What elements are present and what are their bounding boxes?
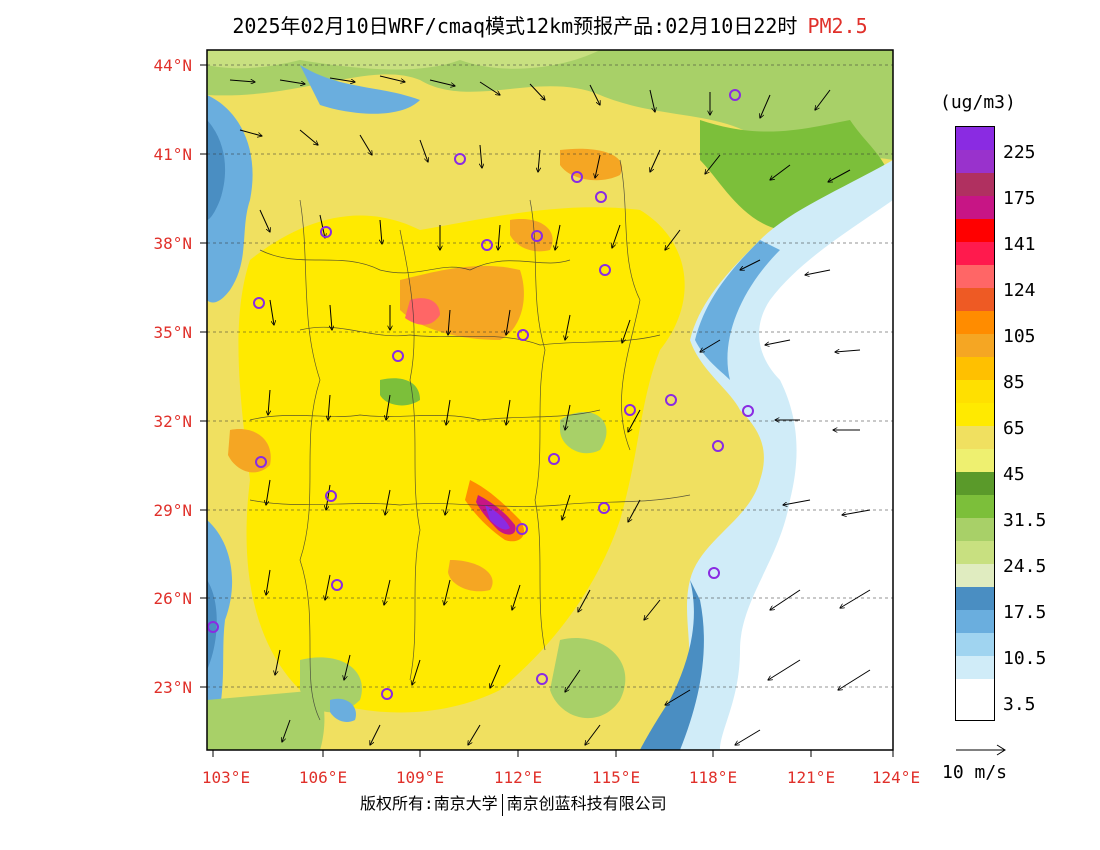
legend-swatch bbox=[956, 334, 994, 357]
legend-swatch bbox=[956, 449, 994, 472]
legend-swatch bbox=[956, 311, 994, 334]
legend-swatch bbox=[956, 288, 994, 311]
legend-swatch bbox=[956, 219, 994, 242]
map-frame bbox=[206, 49, 894, 751]
color-legend bbox=[955, 126, 995, 721]
legend-swatch bbox=[956, 656, 994, 679]
legend-label: 45 bbox=[1003, 464, 1025, 485]
lat-label-32: 32°N bbox=[153, 412, 192, 431]
legend-label: 85 bbox=[1003, 372, 1025, 393]
legend-label: 141 bbox=[1003, 234, 1036, 255]
legend-label: 124 bbox=[1003, 280, 1036, 301]
map-title: 2025年02月10日WRF/cmaq模式12km预报产品:02月10日22时 P… bbox=[0, 10, 1100, 39]
legend-label: 10.5 bbox=[1003, 648, 1047, 669]
legend-swatch bbox=[956, 265, 994, 288]
lat-label-29: 29°N bbox=[153, 501, 192, 520]
lon-label-121: 121°E bbox=[786, 768, 836, 787]
lat-label-44: 44°N bbox=[153, 56, 192, 75]
legend-swatch bbox=[956, 472, 994, 495]
lon-label-103: 103°E bbox=[201, 768, 251, 787]
station-markers bbox=[207, 89, 754, 700]
legend-swatch bbox=[956, 610, 994, 633]
lon-label-106: 106°E bbox=[298, 768, 348, 787]
wind-reference-arrow bbox=[956, 744, 1006, 756]
legend-swatch bbox=[956, 518, 994, 541]
legend-label: 65 bbox=[1003, 418, 1025, 439]
legend-swatch bbox=[956, 426, 994, 449]
legend-swatch bbox=[956, 587, 994, 610]
lat-label-41: 41°N bbox=[153, 145, 192, 164]
legend-swatch bbox=[956, 173, 994, 196]
lon-label-124: 124°E bbox=[871, 768, 921, 787]
legend-swatch bbox=[956, 357, 994, 380]
copyright-footer: 版权所有:南京大学 南京创蓝科技有限公司 bbox=[360, 790, 667, 816]
legend-label: 31.5 bbox=[1003, 510, 1047, 531]
pollutant-label: PM2.5 bbox=[807, 14, 868, 38]
legend-label: 225 bbox=[1003, 142, 1036, 163]
lon-label-115: 115°E bbox=[591, 768, 641, 787]
lon-label-118: 118°E bbox=[688, 768, 738, 787]
legend-swatch bbox=[956, 633, 994, 656]
lon-label-109: 109°E bbox=[395, 768, 445, 787]
legend-label: 105 bbox=[1003, 326, 1036, 347]
lat-label-35: 35°N bbox=[153, 323, 192, 342]
legend-label: 3.5 bbox=[1003, 694, 1036, 715]
legend-label: 175 bbox=[1003, 188, 1036, 209]
wind-reference-label: 10 m/s bbox=[942, 762, 1008, 783]
legend-swatch bbox=[956, 127, 994, 150]
legend-label: 24.5 bbox=[1003, 556, 1047, 577]
lat-label-26: 26°N bbox=[153, 589, 192, 608]
legend-swatch bbox=[956, 196, 994, 219]
wind-vectors bbox=[229, 75, 871, 745]
footer-divider bbox=[501, 793, 503, 816]
legend-swatch bbox=[956, 380, 994, 403]
legend-swatch bbox=[956, 564, 994, 587]
lat-label-38: 38°N bbox=[153, 234, 192, 253]
lat-label-23: 23°N bbox=[153, 678, 192, 697]
lon-label-112: 112°E bbox=[493, 768, 543, 787]
legend-swatch bbox=[956, 150, 994, 173]
legend-swatch bbox=[956, 242, 994, 265]
legend-swatch bbox=[956, 679, 994, 702]
legend-unit: (ug/m3) bbox=[940, 92, 1016, 113]
copyright-text: 版权所有:南京大学 bbox=[360, 794, 498, 813]
legend-swatch bbox=[956, 403, 994, 426]
company-name: 南京创蓝科技有限公司 bbox=[506, 794, 667, 813]
legend-swatch bbox=[956, 541, 994, 564]
pm25-field bbox=[207, 50, 893, 750]
legend-label: 17.5 bbox=[1003, 602, 1047, 623]
legend-swatch bbox=[956, 495, 994, 518]
title-text: 2025年02月10日WRF/cmaq模式12km预报产品:02月10日22时 bbox=[232, 14, 798, 38]
